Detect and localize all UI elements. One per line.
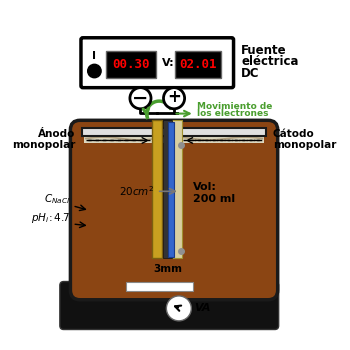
Text: 02.01: 02.01 xyxy=(179,58,217,71)
Bar xyxy=(152,120,162,259)
Text: +: + xyxy=(167,88,181,106)
FancyBboxPatch shape xyxy=(81,38,233,88)
Bar xyxy=(172,120,182,259)
Text: 3mm: 3mm xyxy=(153,264,182,274)
Text: Vol:: Vol: xyxy=(193,182,217,191)
Text: V:: V: xyxy=(162,58,174,68)
Bar xyxy=(82,128,266,136)
Bar xyxy=(168,122,174,257)
Text: monopolar: monopolar xyxy=(273,140,336,150)
FancyBboxPatch shape xyxy=(70,120,278,300)
Text: DC: DC xyxy=(241,67,260,80)
Text: Movimiento de: Movimiento de xyxy=(197,102,272,111)
Bar xyxy=(126,281,193,291)
Text: I: I xyxy=(92,51,96,61)
Circle shape xyxy=(88,64,101,78)
Bar xyxy=(175,51,221,78)
Circle shape xyxy=(166,296,191,321)
Text: los electrones: los electrones xyxy=(197,110,268,118)
Text: VA: VA xyxy=(194,303,211,313)
FancyBboxPatch shape xyxy=(60,281,279,329)
Text: $C_{NaCl}$: $C_{NaCl}$ xyxy=(44,192,70,206)
Text: Cátodo: Cátodo xyxy=(273,129,315,139)
Text: $20cm^2$: $20cm^2$ xyxy=(119,184,154,198)
Bar xyxy=(84,130,264,144)
Text: −: − xyxy=(132,89,149,108)
Bar xyxy=(106,51,156,78)
Text: $pH_i\!: 4.7$: $pH_i\!: 4.7$ xyxy=(31,211,70,225)
Text: eléctrica: eléctrica xyxy=(241,55,299,68)
Text: 00.30: 00.30 xyxy=(112,58,149,71)
Text: monopolar: monopolar xyxy=(12,140,75,150)
Text: 200 ml: 200 ml xyxy=(193,194,235,204)
Text: Fuente: Fuente xyxy=(241,44,287,57)
Text: Ánodo: Ánodo xyxy=(38,129,75,139)
Circle shape xyxy=(163,88,184,109)
Circle shape xyxy=(130,88,151,109)
Bar xyxy=(163,120,172,259)
